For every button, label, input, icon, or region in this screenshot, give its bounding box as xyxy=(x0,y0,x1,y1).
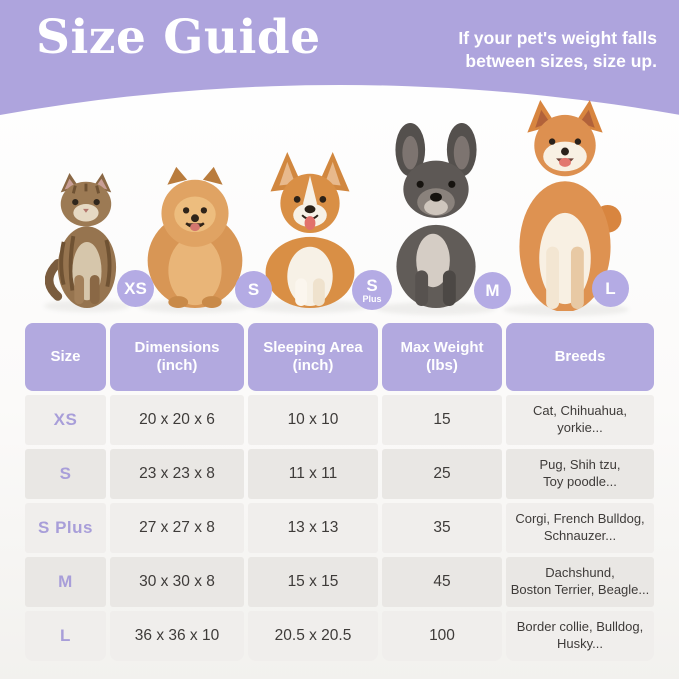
corgi-illustration xyxy=(265,151,355,308)
badge-l-label: L xyxy=(605,279,616,298)
table-cell-size-s: S xyxy=(25,449,106,499)
column-header-sleeping-area: Sleeping Area (inch) xyxy=(248,323,378,391)
page-title: Size Guide xyxy=(36,10,321,65)
french-bulldog-shadow xyxy=(376,302,496,315)
badge-s-plus: S Plus xyxy=(352,270,392,310)
badge-m: M xyxy=(474,272,511,309)
table-cell-sleeping-l: 20.5 x 20.5 xyxy=(248,611,378,661)
breeds-s-plus-line2: Schnauzer... xyxy=(543,528,617,543)
breeds-s-line2: Toy poodle... xyxy=(543,474,617,489)
column-header-dimensions: Dimensions (inch) xyxy=(110,323,244,391)
breeds-s-plus-line1: Corgi, French Bulldog, xyxy=(515,511,645,527)
table-cell-size-l: L xyxy=(25,611,106,661)
table-cell-size-s-plus: S Plus xyxy=(25,503,106,553)
badge-m-label: M xyxy=(485,281,500,300)
column-header-breeds: Breeds xyxy=(506,323,654,391)
breeds-l-line1: Border collie, Bulldog, xyxy=(516,619,644,635)
table-cell-sleeping-s-plus: 13 x 13 xyxy=(248,503,378,553)
shiba-inu-illustration xyxy=(519,99,622,311)
table-cell-breeds-s-plus: Corgi, French Bulldog, Schnauzer... xyxy=(506,503,654,553)
badge-s-plus-label: S xyxy=(366,275,378,295)
table-cell-sleeping-s: 11 x 11 xyxy=(248,449,378,499)
header-size-line1: Size xyxy=(50,348,81,365)
table-cell-dimensions-m: 30 x 30 x 8 xyxy=(110,557,244,607)
header-dimensions-line2: (inch) xyxy=(156,357,198,374)
table-cell-breeds-xs: Cat, Chihuahua, yorkie... xyxy=(506,395,654,445)
french-bulldog-photo xyxy=(377,120,495,308)
table-cell-weight-m: 45 xyxy=(382,557,502,607)
table-cell-dimensions-s-plus: 27 x 27 x 8 xyxy=(110,503,244,553)
badge-xs-label: XS xyxy=(124,279,147,298)
table-cell-breeds-s: Pug, Shih tzu, Toy poodle... xyxy=(506,449,654,499)
corgi-photo xyxy=(251,150,369,308)
header-note-line2: between sizes, size up. xyxy=(465,51,657,72)
header-breeds-line1: Breeds xyxy=(554,348,606,365)
table-cell-dimensions-l: 36 x 36 x 10 xyxy=(110,611,244,661)
header-note-line1: If your pet's weight falls xyxy=(458,28,657,48)
breeds-m-line1: Dachshund, xyxy=(545,565,615,581)
table-cell-breeds-l: Border collie, Bulldog, Husky... xyxy=(506,611,654,661)
badge-l: L xyxy=(592,270,629,307)
french-bulldog-illustration xyxy=(395,122,477,308)
column-header-size: Size xyxy=(25,323,106,391)
breeds-xs-line1: Cat, Chihuahua, xyxy=(533,403,627,419)
table-cell-weight-l: 100 xyxy=(382,611,502,661)
header-sleeping-line2: (inch) xyxy=(292,357,334,374)
shiba-inu-photo xyxy=(504,98,626,311)
header-note: If your pet's weight falls between sizes… xyxy=(458,27,657,73)
breeds-l-line2: Husky... xyxy=(557,636,603,651)
breeds-m-line2: Boston Terrier, Beagle... xyxy=(510,582,650,597)
header-dimensions-line1: Dimensions xyxy=(134,339,220,356)
pomeranian-photo xyxy=(140,162,250,310)
table-cell-weight-xs: 15 xyxy=(382,395,502,445)
table-cell-dimensions-s: 23 x 23 x 8 xyxy=(110,449,244,499)
badge-s-label: S xyxy=(247,280,260,299)
column-header-max-weight: Max Weight (lbs) xyxy=(382,323,502,391)
table-cell-sleeping-xs: 10 x 10 xyxy=(248,395,378,445)
header-weight-line1: Max Weight xyxy=(400,339,484,356)
table-cell-weight-s: 25 xyxy=(382,449,502,499)
table-cell-size-xs: XS xyxy=(25,395,106,445)
cat-photo xyxy=(45,172,125,308)
table-cell-weight-s-plus: 35 xyxy=(382,503,502,553)
header-weight-line2: (lbs) xyxy=(426,357,458,374)
table-cell-size-m: M xyxy=(25,557,106,607)
breeds-s-line1: Pug, Shih tzu, xyxy=(539,457,621,473)
table-cell-dimensions-xs: 20 x 20 x 6 xyxy=(110,395,244,445)
size-table: Size Dimensions (inch) Sleeping Area (in… xyxy=(25,323,654,661)
cat-illustration xyxy=(45,172,117,308)
badge-xs: XS xyxy=(117,270,154,307)
table-cell-breeds-m: Dachshund, Boston Terrier, Beagle... xyxy=(506,557,654,607)
pomeranian-illustration xyxy=(147,166,243,309)
breeds-xs-line2: yorkie... xyxy=(557,420,603,435)
header-sleeping-line1: Sleeping Area xyxy=(263,339,363,356)
badge-s: S xyxy=(235,271,272,308)
badge-s-plus-sublabel: Plus xyxy=(362,293,382,304)
table-cell-sleeping-m: 15 x 15 xyxy=(248,557,378,607)
